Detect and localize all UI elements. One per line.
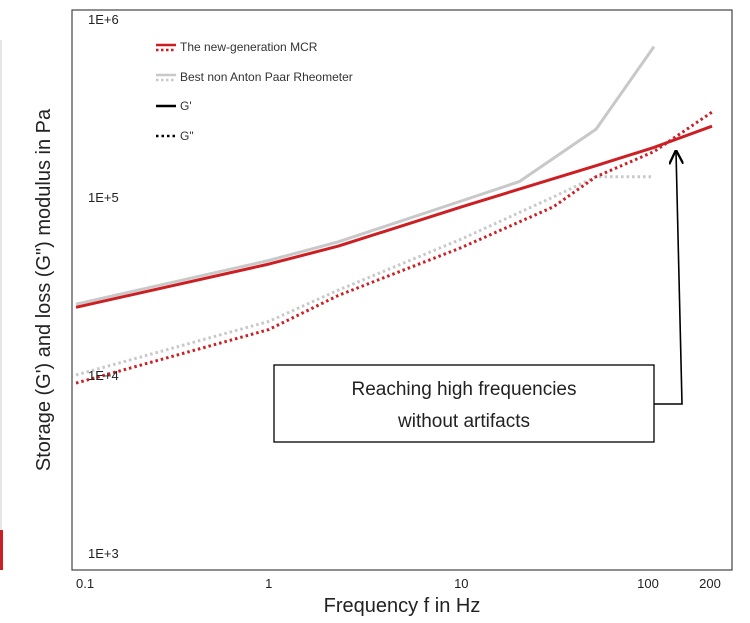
legend-item-gdoubleprime: G" xyxy=(156,129,194,143)
y-tick-label: 1E+3 xyxy=(88,546,119,561)
annotation-arrow xyxy=(654,151,682,405)
x-tick-label: 0.1 xyxy=(76,576,94,591)
y-tick-label: 1E+5 xyxy=(88,190,119,205)
neighbor-figure-accent xyxy=(0,530,3,570)
annotation-box xyxy=(273,364,655,443)
annotation-line-2: without artifacts xyxy=(397,411,530,432)
annotation: Reaching high frequencies without artifa… xyxy=(273,151,682,443)
plot-area-frame xyxy=(71,9,733,571)
legend-label-gprime: G' xyxy=(180,99,192,113)
x-axis-ticks: 0.1 1 10 100 200 xyxy=(76,576,721,591)
y-axis-ticks: 1E+3 1E+4 1E+5 1E+6 xyxy=(88,12,119,561)
x-tick-label: 200 xyxy=(699,576,721,591)
y-tick-label: 1E+4 xyxy=(88,368,119,383)
legend-label-mcr: The new-generation MCR xyxy=(180,40,318,54)
legend-item-mcr: The new-generation MCR xyxy=(156,40,318,54)
series-layer xyxy=(75,45,713,385)
series-line-best-gprime xyxy=(75,45,656,306)
annotation-line-1: Reaching high frequencies xyxy=(352,379,577,400)
x-tick-label: 1 xyxy=(265,576,272,591)
x-axis-title: Frequency f in Hz xyxy=(324,595,481,617)
y-axis-title: Storage (G') and loss (G") modulus in Pa xyxy=(33,108,55,471)
legend-item-gprime: G' xyxy=(156,99,192,113)
legend: The new-generation MCR Best non Anton Pa… xyxy=(156,40,353,143)
x-tick-label: 10 xyxy=(454,576,468,591)
series-line-mcr-gprime xyxy=(75,124,713,309)
y-tick-label: 1E+6 xyxy=(88,12,119,27)
legend-label-best: Best non Anton Paar Rheometer xyxy=(180,70,353,84)
legend-label-gdoubleprime: G" xyxy=(180,129,194,143)
x-tick-label: 100 xyxy=(637,576,659,591)
legend-item-best: Best non Anton Paar Rheometer xyxy=(156,70,353,84)
